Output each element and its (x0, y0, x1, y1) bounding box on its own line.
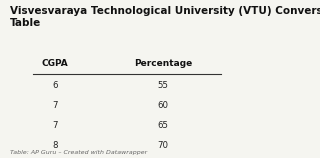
Text: CGPA: CGPA (42, 59, 68, 68)
Text: 60: 60 (157, 101, 168, 110)
Text: 6: 6 (52, 81, 58, 90)
Text: 8: 8 (52, 141, 58, 150)
Text: 7: 7 (52, 121, 58, 130)
Text: 70: 70 (157, 141, 168, 150)
Text: 7: 7 (52, 101, 58, 110)
Text: 55: 55 (157, 81, 168, 90)
Text: 65: 65 (157, 121, 168, 130)
Text: Table: AP Guru – Created with Datawrapper: Table: AP Guru – Created with Datawrappe… (10, 150, 148, 155)
Text: Percentage: Percentage (134, 59, 192, 68)
Text: Visvesvaraya Technological University (VTU) Conversion
Table: Visvesvaraya Technological University (V… (10, 6, 320, 28)
